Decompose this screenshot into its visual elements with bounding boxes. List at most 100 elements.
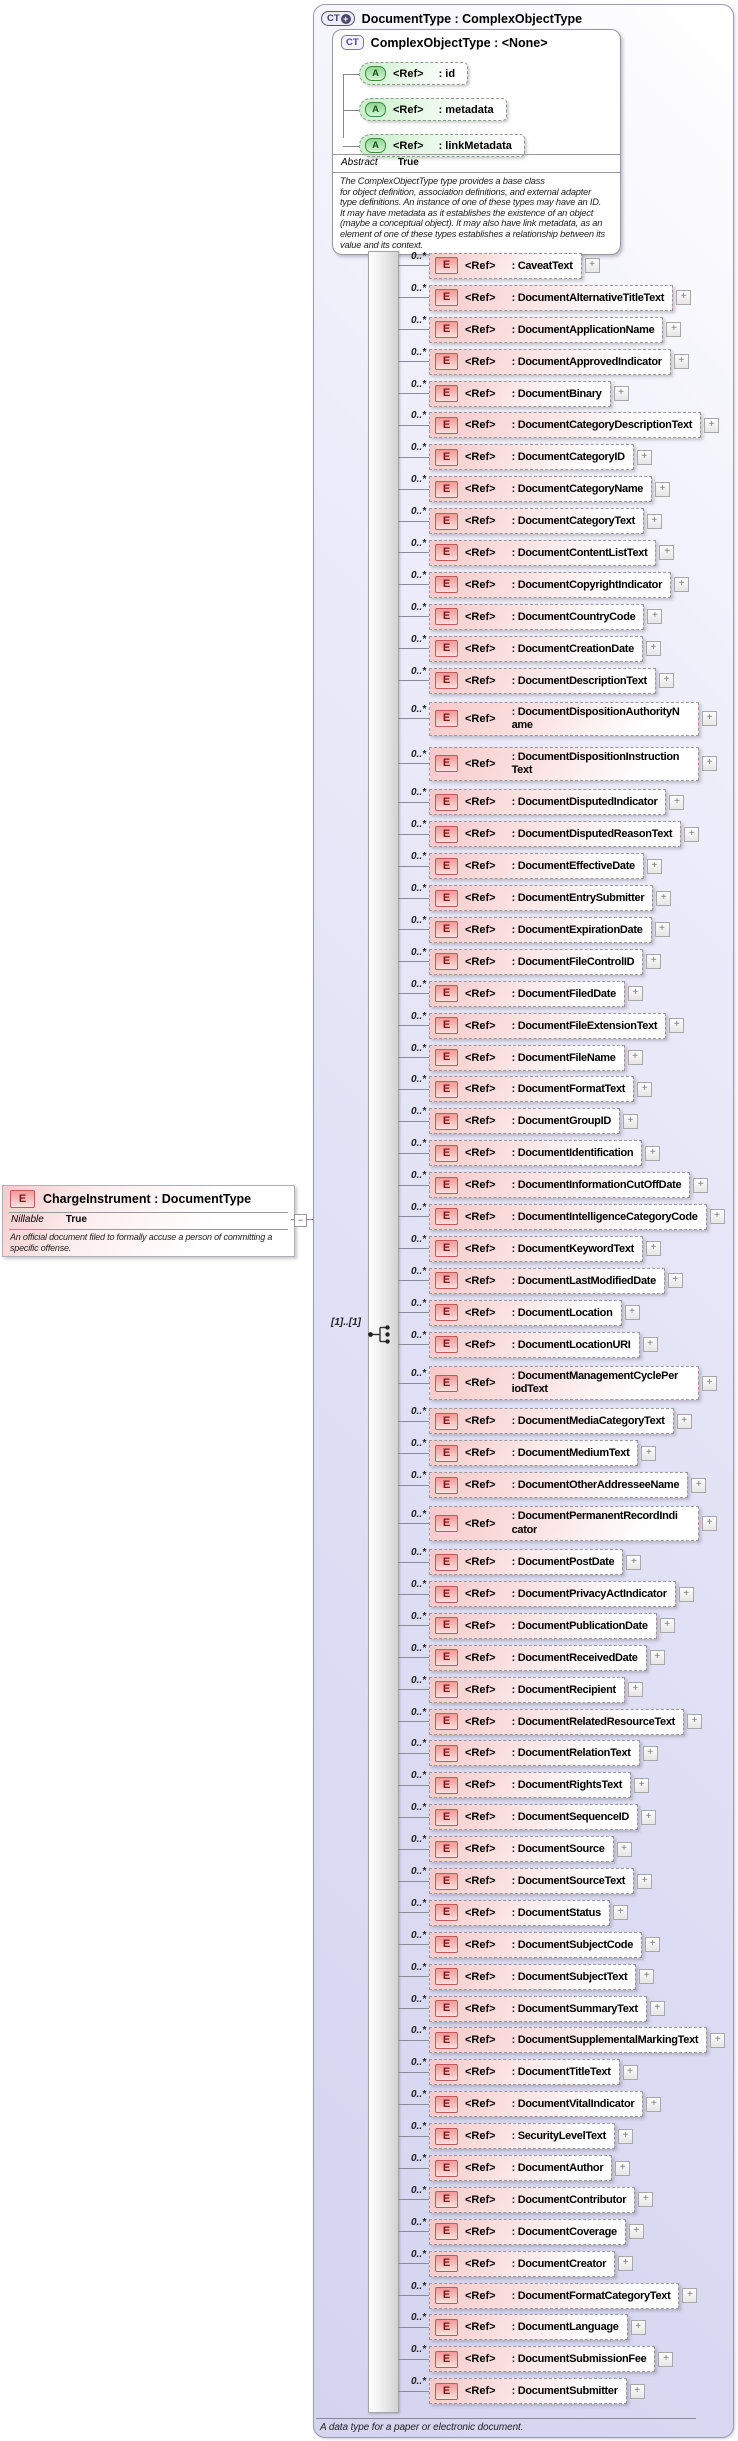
expand-icon[interactable]: + — [687, 1714, 703, 1730]
element-ref-box[interactable]: E <Ref>: DocumentPostDate — [429, 1549, 624, 1576]
expand-icon[interactable]: + — [646, 954, 662, 970]
element-ref-box[interactable]: E <Ref>: DocumentManagementCyclePeriodTex… — [429, 1365, 699, 1401]
charge-instrument-box[interactable]: E ChargeInstrument : DocumentType Nillab… — [2, 1185, 295, 1257]
expand-icon[interactable]: + — [666, 322, 682, 338]
expand-icon[interactable]: + — [655, 481, 671, 497]
expand-icon[interactable]: + — [678, 1586, 694, 1602]
expand-icon[interactable]: + — [616, 1841, 632, 1857]
expand-icon[interactable]: + — [691, 1477, 707, 1493]
expand-icon[interactable]: + — [642, 1337, 658, 1353]
expand-icon[interactable]: + — [659, 1618, 675, 1634]
element-ref-box[interactable]: E <Ref>: DocumentRightsText — [429, 1772, 632, 1799]
expand-icon[interactable]: + — [634, 1777, 650, 1793]
element-ref-box[interactable]: E <Ref>: DocumentFileName — [429, 1044, 625, 1071]
element-ref-box[interactable]: E <Ref>: DocumentAlternativeTitleText — [429, 284, 674, 311]
element-ref-box[interactable]: E <Ref>: DocumentBinary — [429, 380, 611, 407]
expand-icon[interactable]: + — [647, 609, 663, 625]
expand-icon[interactable]: + — [618, 2256, 634, 2272]
element-ref-box[interactable]: E <Ref>: DocumentCreationDate — [429, 635, 643, 662]
expand-icon[interactable]: + — [682, 2288, 698, 2304]
element-ref-box[interactable]: E <Ref>: DocumentCategoryID — [429, 444, 634, 471]
expand-icon[interactable]: + — [710, 2032, 726, 2048]
complex-object-type-box[interactable]: CT ComplexObjectType : <None> A <Ref>: id… — [332, 29, 621, 255]
expand-icon[interactable]: + — [645, 1145, 661, 1161]
expand-icon[interactable]: + — [637, 1873, 653, 1889]
element-ref-box[interactable]: E <Ref>: DocumentDisputedIndicator — [429, 789, 667, 816]
element-ref-box[interactable]: E <Ref>: DocumentContentListText — [429, 539, 657, 566]
element-ref-box[interactable]: E <Ref>: DocumentSummaryText — [429, 1995, 647, 2022]
element-ref-box[interactable]: E <Ref>: DocumentCreator — [429, 2250, 616, 2277]
element-ref-box[interactable]: E <Ref>: DocumentRelationText — [429, 1740, 640, 1767]
expand-icon[interactable]: + — [646, 858, 662, 874]
element-ref-box[interactable]: E <Ref>: DocumentReceivedDate — [429, 1644, 647, 1671]
attribute-box[interactable]: A <Ref>: linkMetadata — [359, 134, 525, 157]
element-ref-box[interactable]: E <Ref>: DocumentRecipient — [429, 1676, 625, 1703]
expand-icon[interactable]: + — [702, 756, 717, 772]
expand-icon[interactable]: + — [637, 1081, 653, 1097]
attribute-box[interactable]: A <Ref>: metadata — [359, 98, 507, 121]
expand-icon[interactable]: + — [676, 1413, 692, 1429]
element-ref-box[interactable]: E <Ref>: DocumentSubmitter — [429, 2378, 627, 2405]
expand-icon[interactable]: + — [674, 577, 690, 593]
element-ref-box[interactable]: E <Ref>: DocumentApplicationName — [429, 316, 664, 343]
element-ref-box[interactable]: E <Ref>: DocumentDispositionInstructionTe… — [429, 746, 699, 782]
expand-icon[interactable]: + — [617, 2128, 633, 2144]
expand-icon[interactable]: + — [649, 2001, 665, 2017]
expand-icon[interactable]: + — [628, 2224, 644, 2240]
expand-icon[interactable]: + — [638, 2192, 654, 2208]
element-ref-box[interactable]: E <Ref>: DocumentLastModifiedDate — [429, 1267, 665, 1294]
element-ref-box[interactable]: E <Ref>: DocumentKeywordText — [429, 1235, 644, 1262]
element-ref-box[interactable]: E <Ref>: DocumentStatus — [429, 1899, 610, 1926]
expand-icon[interactable]: + — [702, 1375, 717, 1391]
element-ref-box[interactable]: E <Ref>: DocumentSubjectCode — [429, 1931, 643, 1958]
expand-icon[interactable]: + — [649, 1650, 665, 1666]
element-ref-box[interactable]: E <Ref>: DocumentApprovedIndicator — [429, 348, 671, 375]
expand-icon[interactable]: + — [669, 1018, 685, 1034]
element-ref-box[interactable]: E <Ref>: DocumentGroupID — [429, 1108, 620, 1135]
collapse-toggle-icon[interactable]: − — [294, 1214, 307, 1227]
expand-icon[interactable]: + — [673, 354, 689, 370]
element-ref-box[interactable]: E <Ref>: DocumentMediaCategoryText — [429, 1408, 674, 1435]
expand-icon[interactable]: + — [636, 449, 652, 465]
element-ref-box[interactable]: E <Ref>: DocumentSourceText — [429, 1868, 635, 1895]
element-ref-box[interactable]: E <Ref>: DocumentEffectiveDate — [429, 853, 644, 880]
expand-icon[interactable]: + — [612, 1905, 628, 1921]
element-ref-box[interactable]: E <Ref>: DocumentInformationCutOffDate — [429, 1172, 691, 1199]
element-ref-box[interactable]: E <Ref>: DocumentSequenceID — [429, 1804, 639, 1831]
element-ref-box[interactable]: E <Ref>: DocumentRelatedResourceText — [429, 1708, 685, 1735]
element-ref-box[interactable]: E <Ref>: DocumentPublicationDate — [429, 1612, 657, 1639]
element-ref-box[interactable]: E <Ref>: DocumentFormatCategoryText — [429, 2282, 680, 2309]
expand-icon[interactable]: + — [642, 1745, 658, 1761]
element-ref-box[interactable]: E <Ref>: DocumentSource — [429, 1836, 614, 1863]
expand-icon[interactable]: + — [667, 1273, 683, 1289]
expand-icon[interactable]: + — [626, 1554, 642, 1570]
element-ref-box[interactable]: E <Ref>: DocumentSupplementalMarkingText — [429, 2027, 708, 2054]
expand-icon[interactable]: + — [693, 1177, 709, 1193]
expand-icon[interactable]: + — [646, 2096, 662, 2112]
element-ref-box[interactable]: E <Ref>: DocumentIntelligenceCategoryCode — [429, 1203, 707, 1230]
expand-icon[interactable]: + — [702, 1516, 717, 1532]
expand-icon[interactable]: + — [654, 922, 670, 938]
expand-icon[interactable]: + — [658, 673, 674, 689]
element-ref-box[interactable]: E <Ref>: DocumentIdentification — [429, 1140, 643, 1167]
expand-icon[interactable]: + — [613, 386, 629, 401]
document-type-header[interactable]: CT + DocumentType : ComplexObjectType — [321, 11, 582, 26]
element-ref-box[interactable]: E <Ref>: DocumentCategoryName — [429, 476, 653, 503]
expand-icon[interactable]: + — [627, 1682, 643, 1698]
element-ref-box[interactable]: E <Ref>: DocumentMediumText — [429, 1440, 639, 1467]
expand-icon[interactable]: + — [645, 1937, 661, 1953]
element-ref-box[interactable]: E <Ref>: DocumentLocation — [429, 1299, 622, 1326]
element-ref-box[interactable]: E <Ref>: DocumentDescriptionText — [429, 667, 656, 694]
element-ref-box[interactable]: E <Ref>: DocumentSubjectText — [429, 1963, 637, 1990]
expand-icon[interactable]: + — [669, 794, 685, 810]
sequence-icon[interactable] — [367, 1324, 394, 1345]
expand-icon[interactable]: + — [656, 890, 672, 906]
element-ref-box[interactable]: E <Ref>: DocumentLocationURI — [429, 1331, 640, 1358]
expand-icon[interactable]: + — [624, 1305, 640, 1321]
element-ref-box[interactable]: E <Ref>: DocumentDisputedReasonText — [429, 821, 682, 848]
element-ref-box[interactable]: E <Ref>: SecurityLevelText — [429, 2123, 615, 2150]
element-ref-box[interactable]: E <Ref>: DocumentLanguage — [429, 2314, 628, 2341]
expand-icon[interactable]: + — [641, 1445, 657, 1461]
expand-icon[interactable]: + — [676, 290, 692, 306]
expand-icon[interactable]: + — [646, 513, 662, 529]
